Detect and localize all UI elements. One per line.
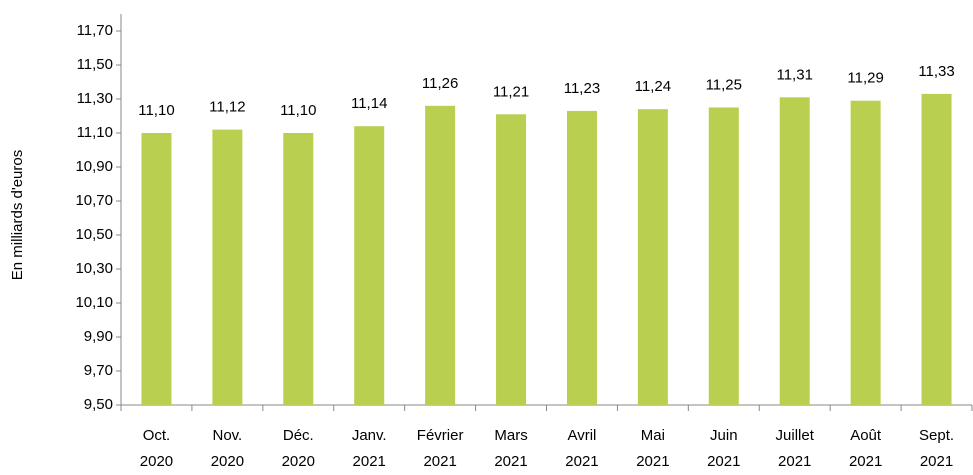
y-tick-label: 11,70 <box>77 22 113 39</box>
x-tick-label: Janv. 2021 <box>351 427 387 470</box>
y-tick-label: 10,90 <box>75 158 113 175</box>
data-label: 11,10 <box>138 102 174 119</box>
y-tick-label: 10,10 <box>75 294 113 311</box>
bar <box>566 110 597 406</box>
x-tick-label: Mars 2021 <box>494 427 528 470</box>
x-tick-label: Juillet 2021 <box>775 427 814 470</box>
data-label: 11,10 <box>280 102 316 119</box>
x-tick-label: Juin 2021 <box>707 427 741 470</box>
bar <box>850 100 881 405</box>
bar <box>283 133 314 405</box>
bar <box>425 105 456 406</box>
x-tick-label: Avril 2021 <box>565 427 599 470</box>
data-label: 11,12 <box>209 99 245 116</box>
data-label: 11,26 <box>422 75 458 92</box>
data-label: 11,25 <box>706 76 742 93</box>
y-tick-label: 9,50 <box>84 396 113 413</box>
data-label: 11,14 <box>351 95 387 112</box>
bar <box>708 107 739 405</box>
y-tick-label: 10,50 <box>75 226 113 243</box>
y-axis-label: En milliards d'euros <box>9 150 26 280</box>
x-tick-label: Sept. 2021 <box>919 427 955 470</box>
data-label: 11,29 <box>847 70 883 87</box>
bar <box>354 126 385 405</box>
y-tick-label: 11,50 <box>77 56 113 73</box>
x-tick-label: Déc. 2020 <box>281 427 315 470</box>
data-label: 11,33 <box>918 63 954 80</box>
y-tick-label: 11,30 <box>77 90 113 107</box>
data-label: 11,31 <box>776 66 812 83</box>
y-tick-label: 9,70 <box>84 362 113 379</box>
data-label: 11,21 <box>493 83 529 100</box>
y-tick-label: 10,70 <box>75 192 113 209</box>
bar <box>637 109 668 405</box>
y-tick-label: 11,10 <box>77 124 113 141</box>
bar <box>212 129 243 405</box>
data-label: 11,24 <box>635 78 671 95</box>
x-tick-label: Mai 2021 <box>636 427 670 470</box>
x-tick-label: Février 2021 <box>416 427 464 470</box>
x-tick-label: Août 2021 <box>848 427 883 470</box>
x-tick-label: Nov. 2020 <box>210 427 245 470</box>
bar <box>141 133 172 405</box>
bar <box>496 114 527 406</box>
y-tick-label: 9,90 <box>84 328 113 345</box>
bar <box>921 93 952 406</box>
bar <box>779 97 810 406</box>
x-tick-label: Oct. 2020 <box>139 427 174 470</box>
y-tick-label: 10,30 <box>75 260 113 277</box>
data-label: 11,23 <box>564 80 600 97</box>
